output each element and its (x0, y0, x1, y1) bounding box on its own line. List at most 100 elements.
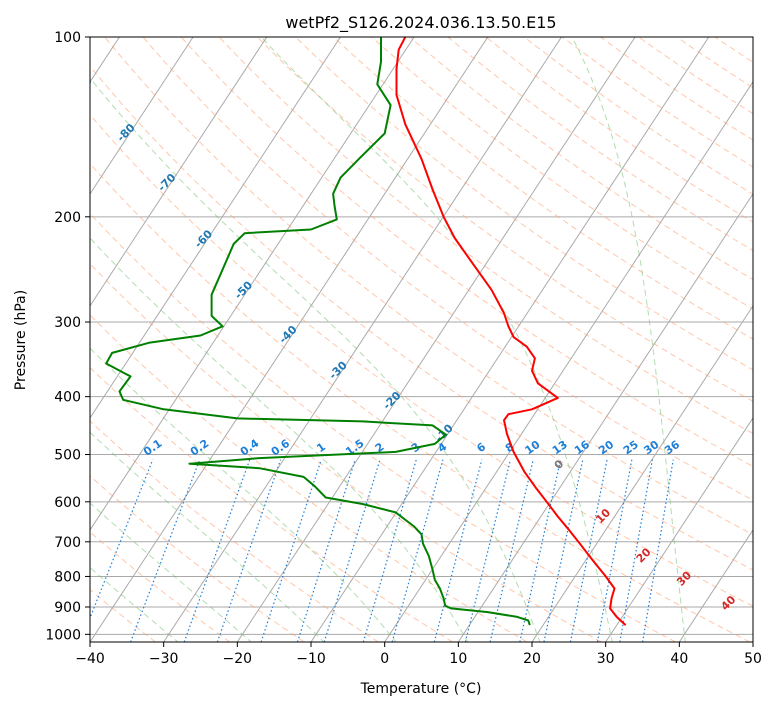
dry-adiabat-line (523, 37, 753, 195)
dry-adiabat-line (447, 37, 753, 252)
y-tick-label: 800 (54, 569, 81, 585)
dry-adiabat-line (333, 37, 753, 340)
mixing-ratio-label: 0.2 (188, 437, 211, 459)
isotherm-line (457, 192, 753, 642)
dry-adiabat-line (90, 314, 528, 642)
mixing-ratio-line (90, 459, 154, 620)
x-tick-label: 20 (523, 651, 541, 667)
wet-bulb-label: 40 (718, 593, 738, 613)
mixing-ratio-line (183, 459, 251, 642)
isotherm-line (90, 37, 341, 419)
y-axis-label: Pressure (hPa) (13, 290, 29, 390)
isotherm-label: -40 (276, 323, 299, 346)
dry-adiabat-line (90, 475, 305, 642)
dry-adiabat-line (485, 37, 753, 223)
background-lines (90, 37, 753, 642)
isotherm-line (384, 80, 753, 642)
x-tick-label: −30 (149, 651, 179, 667)
dry-adiabat-line (142, 37, 753, 501)
temperature-line (395, 37, 627, 626)
isotherm-label: -30 (327, 359, 350, 382)
mixing-ratio-line (130, 459, 201, 642)
isotherm-line (310, 37, 710, 642)
dry-adiabat-line (90, 65, 753, 571)
y-tick-label: 600 (54, 495, 81, 511)
mixing-ratio-line (391, 459, 444, 642)
y-tick-label: 700 (54, 535, 81, 551)
isotherm-label: -100 (17, 38, 46, 67)
y-tick-label: 400 (54, 390, 81, 406)
dry-adiabat-line (409, 37, 753, 281)
x-axis: −40 −30 −20 −10 0 10 20 30 40 50 (75, 642, 762, 667)
mixing-ratio-line (642, 459, 674, 642)
x-tick-label: 30 (597, 651, 615, 667)
isotherm-label: -90 (71, 74, 94, 97)
isotherm-line (90, 37, 489, 642)
mixing-ratio-label: 0.1 (141, 437, 164, 459)
dry-adiabat-line (714, 37, 753, 63)
mixing-ratio-line (519, 459, 562, 642)
x-tick-label: 0 (380, 651, 389, 667)
y-tick-label: 900 (54, 600, 81, 616)
isotherm-line (90, 37, 268, 307)
isotherm-label: -80 (114, 121, 137, 144)
wet-bulb-label: 20 (634, 545, 654, 565)
isotherm-line (752, 641, 753, 642)
mixing-ratio-label: 1.5 (343, 437, 366, 459)
y-tick-label: 100 (54, 30, 81, 46)
mixing-ratio-line (433, 459, 483, 642)
moist-adiabat-line (260, 37, 613, 642)
isoline-labels: 0.1 0.2 0.4 0.6 1 1.5 2 3 4 6 8 10 13 16 20 25 30 36-100-… (17, 38, 739, 613)
x-tick-label: −10 (296, 651, 326, 667)
moist-adiabat-line (90, 502, 252, 642)
isotherm-label: -20 (380, 389, 403, 412)
y-tick-label: 300 (54, 315, 81, 331)
isotherm-line (678, 529, 753, 642)
isotherm-line (605, 417, 753, 642)
dry-adiabat-line (90, 162, 751, 642)
plot-frame (89, 36, 754, 643)
dry-adiabat-line (90, 263, 602, 642)
isotherm-label: -60 (192, 227, 215, 250)
isotherm-label: -50 (232, 278, 255, 301)
x-tick-label: 50 (744, 651, 762, 667)
moist-adiabat-line (90, 347, 397, 642)
dry-adiabat-line (90, 212, 676, 642)
moist-adiabat-line (90, 77, 541, 642)
isotherm-line (236, 37, 636, 642)
dry-adiabat-line (180, 37, 753, 468)
moist-adiabat-line (90, 431, 325, 642)
isotherm-line (90, 37, 194, 195)
dry-adiabat-line (371, 37, 753, 310)
mixing-ratio-line (296, 459, 356, 642)
mixing-ratio-line (260, 459, 322, 642)
x-tick-label: −20 (223, 651, 253, 667)
chart-title: wetPf2_S126.2024.036.13.50.E15 (285, 13, 556, 33)
moist-adiabat-line (571, 37, 686, 642)
wet-bulb-label: 0 (552, 457, 567, 472)
dry-adiabat-line (104, 37, 753, 536)
plot-area: 0.1 0.2 0.4 0.6 1 1.5 2 3 4 6 8 10 13 16 20 25 30 36-100-… (17, 37, 753, 642)
y-tick-label: 200 (54, 210, 81, 226)
mixing-ratio-line (569, 459, 608, 642)
isotherm-line (163, 37, 562, 642)
dewpoint-line (105, 37, 531, 626)
isotherm-line (90, 37, 415, 531)
dry-adiabat-line (752, 37, 753, 38)
dry-adiabat-line (256, 37, 753, 402)
x-tick-label: −40 (75, 651, 105, 667)
dry-adiabat-line (600, 37, 753, 141)
mixing-ratio-line (489, 459, 534, 642)
x-tick-label: 40 (670, 651, 688, 667)
dry-adiabat-line (90, 420, 379, 642)
x-axis-label: Temperature (°C) (360, 681, 482, 697)
mixing-ratio-line (464, 459, 512, 642)
mixing-ratio-label: 6 (474, 440, 488, 455)
series-layer (105, 37, 627, 626)
dry-adiabat-line (90, 531, 231, 642)
moist-adiabat-line (90, 237, 469, 642)
dry-adiabat-line (638, 37, 753, 115)
dry-adiabat-line (90, 366, 453, 642)
dry-adiabat-line (562, 37, 753, 168)
